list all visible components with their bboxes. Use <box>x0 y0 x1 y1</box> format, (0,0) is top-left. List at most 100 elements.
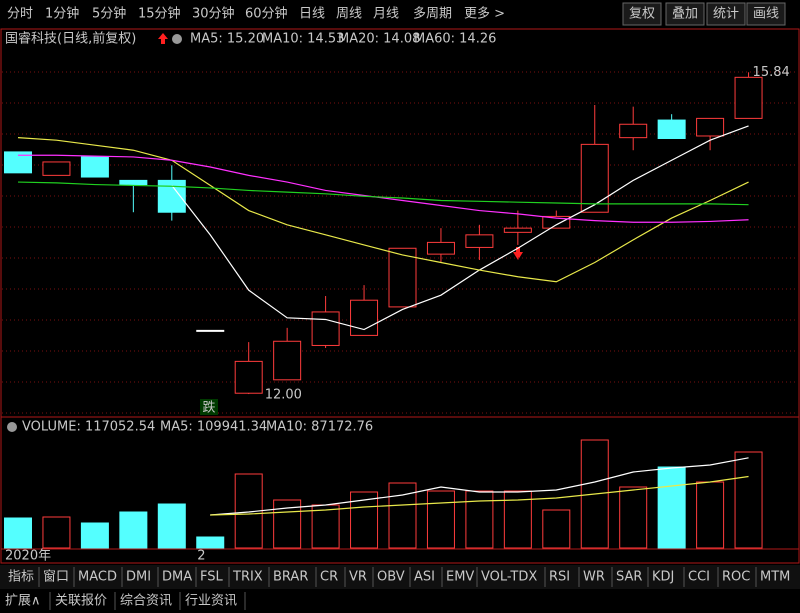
candle-body <box>80 156 109 178</box>
action-button[interactable]: 复权 <box>629 6 655 22</box>
indicator-tab[interactable]: MACD <box>78 570 117 585</box>
action-button[interactable]: 叠加 <box>672 7 698 22</box>
candle-body <box>273 340 302 381</box>
period-tab[interactable]: 日线 <box>299 7 325 22</box>
volume-bar <box>465 490 494 549</box>
volume-ma-line <box>210 475 749 516</box>
candle-body <box>234 360 263 394</box>
indicator-tab[interactable]: RSI <box>549 570 570 585</box>
indicator-tab[interactable]: ASI <box>414 570 435 585</box>
indicator-tab[interactable]: DMA <box>162 570 192 585</box>
candle-body <box>619 123 648 139</box>
low-label: 12.00 <box>265 388 302 403</box>
indicator-tab[interactable]: CR <box>320 570 338 585</box>
volume-bar <box>311 504 340 549</box>
period-tab[interactable]: 分时 <box>7 7 33 22</box>
indicator-tab[interactable]: 窗口 <box>43 569 69 585</box>
indicator-tab[interactable]: DMI <box>126 570 151 585</box>
action-button-bg[interactable] <box>622 2 662 26</box>
period-tab[interactable]: 月线 <box>373 7 399 22</box>
candle-body <box>157 179 186 213</box>
candle-body <box>657 119 686 139</box>
fall-badge-bg <box>200 399 218 415</box>
indicator-tab[interactable]: OBV <box>377 570 405 585</box>
signal-arrow <box>513 247 523 260</box>
chart-title: 国睿科技(日线,前复权) <box>5 31 136 47</box>
period-tab[interactable]: 周线 <box>336 7 362 22</box>
period-tab[interactable]: 5分钟 <box>92 6 126 22</box>
ma-legend: MA10: 14.53 <box>262 32 344 47</box>
volume-bar <box>734 451 763 549</box>
volume-bar <box>119 511 148 549</box>
candle-body <box>426 241 455 255</box>
x-axis-border <box>0 548 800 564</box>
volume-bar <box>42 516 71 549</box>
candle-body <box>503 227 532 233</box>
action-button-bg[interactable] <box>706 2 746 26</box>
period-tab[interactable]: 更多 > <box>464 6 505 22</box>
ma-line <box>17 137 749 283</box>
up-arrow-icon <box>158 33 168 44</box>
indicator-tab[interactable]: SAR <box>616 570 642 585</box>
indicator-tab[interactable]: FSL <box>200 570 224 585</box>
indicator-tab[interactable]: EMV <box>446 570 474 585</box>
period-tab[interactable]: 30分钟 <box>192 6 235 22</box>
indicator-tab[interactable]: WR <box>583 570 605 585</box>
volume-legend: VOLUME: 117052.54 <box>22 420 155 435</box>
volume-ma-legend: MA5: 109941.34 <box>160 420 267 435</box>
volume-bar <box>4 517 32 549</box>
candle-body <box>734 76 763 119</box>
volume-bar <box>619 486 648 549</box>
menu-icon <box>172 34 182 44</box>
indicator-tab[interactable]: VR <box>349 570 367 585</box>
indicator-tab[interactable]: BRAR <box>273 570 308 585</box>
x-tick-label: 2020年 <box>5 549 51 564</box>
ma-legend: MA20: 14.08 <box>338 32 420 47</box>
candle-body <box>196 329 225 332</box>
candle-body <box>311 311 340 346</box>
volume-bar <box>657 466 686 549</box>
candle-body <box>542 215 571 229</box>
volume-bar <box>157 503 186 549</box>
footer-tab[interactable]: 关联报价 <box>55 594 107 609</box>
candle-body <box>465 234 494 248</box>
action-button-bg[interactable] <box>665 2 705 26</box>
volume-bar <box>388 482 417 549</box>
volume-ma-line <box>210 457 749 516</box>
candle-body <box>580 143 609 213</box>
action-button-bg[interactable] <box>746 2 786 26</box>
volume-bar <box>542 509 571 549</box>
high-label: 15.84 <box>753 65 790 80</box>
footer-tab[interactable]: 行业资讯 <box>185 594 237 609</box>
action-button[interactable]: 画线 <box>753 7 779 22</box>
menu-icon <box>7 422 17 432</box>
ma-line <box>171 125 749 331</box>
ma-line <box>18 154 749 223</box>
indicator-tab[interactable]: ROC <box>722 570 750 585</box>
volume-bar <box>80 522 109 549</box>
candle-body <box>4 151 32 174</box>
indicator-tab[interactable]: CCI <box>688 570 710 585</box>
candle-body <box>696 117 725 137</box>
footer-tab[interactable]: 综合资讯 <box>120 594 172 609</box>
candle-body <box>388 247 417 308</box>
fall-badge: 跌 <box>202 400 215 416</box>
ma-line <box>17 181 749 206</box>
indicator-tab[interactable]: KDJ <box>652 570 674 585</box>
candle-body <box>42 161 71 176</box>
x-tick-label: 2 <box>197 549 205 564</box>
period-tab[interactable]: 60分钟 <box>245 6 288 22</box>
indicator-tab[interactable]: VOL-TDX <box>481 570 537 585</box>
period-tab[interactable]: 多周期 <box>413 6 452 22</box>
footer-tab[interactable]: 扩展∧ <box>5 594 41 609</box>
indicator-tab[interactable]: MTM <box>760 570 790 585</box>
period-tab[interactable]: 15分钟 <box>138 6 181 22</box>
ma-legend: MA5: 15.20 <box>190 32 264 47</box>
volume-bar <box>426 490 455 549</box>
ma-legend: MA60: 14.26 <box>414 32 496 47</box>
period-tab[interactable]: 1分钟 <box>45 6 79 22</box>
action-button[interactable]: 统计 <box>713 7 739 22</box>
tab-bar <box>0 565 800 589</box>
indicator-tab[interactable]: TRIX <box>232 570 263 585</box>
indicator-tab[interactable]: 指标 <box>8 570 34 585</box>
